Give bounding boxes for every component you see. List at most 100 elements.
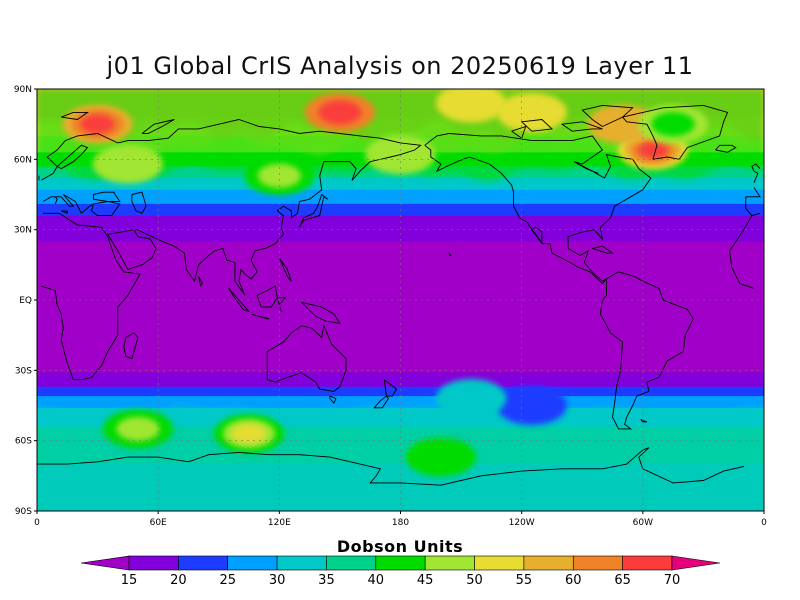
- colorbar-tick-label: 70: [664, 573, 681, 588]
- colorbar-tick-label: 35: [318, 573, 335, 588]
- field-band: [37, 260, 764, 264]
- coastline: [107, 229, 157, 271]
- field-band: [37, 222, 764, 226]
- colorbar-tick-label: 45: [417, 573, 434, 588]
- colorbar-tick-label: 30: [269, 573, 286, 588]
- coastline: [250, 313, 270, 320]
- x-tick-label: 60E: [150, 518, 167, 528]
- feature-contour: [496, 386, 567, 425]
- colorbar-swatches: [80, 555, 721, 571]
- y-tick-label: 90N: [14, 85, 32, 95]
- feature-contour: [405, 437, 476, 477]
- field-band: [37, 192, 764, 196]
- coastline: [38, 163, 761, 183]
- field-band: [37, 342, 764, 346]
- field-band: [37, 276, 764, 280]
- x-tick-label: 120W: [509, 518, 535, 528]
- colorbar-swatch: [227, 555, 278, 571]
- feature-contour: [80, 114, 115, 134]
- colorbar-swatch: [375, 555, 426, 571]
- field-band: [37, 330, 764, 334]
- field-band: [37, 234, 764, 238]
- coastline: [123, 332, 139, 360]
- coastline: [40, 212, 755, 381]
- field-band: [37, 396, 764, 400]
- field-band: [37, 300, 764, 303]
- field-band: [37, 229, 764, 233]
- colorbar-labels: 15 20 25 30 35 40 45 50 55 60 65 70: [121, 573, 681, 588]
- field-band: [37, 253, 764, 257]
- field-band: [37, 384, 764, 388]
- feature-contour: [587, 104, 658, 144]
- coastline: [228, 288, 250, 313]
- colorbar-tick-label: 40: [368, 573, 385, 588]
- field-band: [37, 187, 764, 191]
- y-tick-label: 30N: [14, 226, 32, 236]
- coastline: [511, 125, 527, 139]
- lat-lon-grid: [37, 89, 764, 511]
- field-band: [37, 325, 764, 329]
- field-band: [37, 405, 764, 409]
- coastline: [373, 395, 389, 409]
- field-band: [37, 224, 764, 228]
- ozone-features: [62, 89, 709, 477]
- field-band: [37, 264, 764, 268]
- field-band: [37, 199, 764, 203]
- field-band: [37, 309, 764, 313]
- coastline: [573, 161, 599, 174]
- colorbar: Dobson Units 15 20 25 30 35 40 45 50 55 60 65 70: [80, 537, 721, 588]
- x-tick-label: 180: [392, 518, 409, 528]
- field-band: [37, 403, 764, 407]
- field-band: [37, 356, 764, 360]
- field-band: [37, 337, 764, 341]
- colorbar-tick-label: 65: [614, 573, 631, 588]
- colorbar-swatch: [326, 555, 377, 571]
- field-band: [37, 295, 764, 299]
- map-panel: 90N 60N 30N EQ 30S 60S 90S 0 60E 120E 180 120W 60W 0: [14, 85, 767, 528]
- coastline: [448, 252, 452, 256]
- colorbar-swatch: [424, 555, 475, 571]
- y-tick-label: 90S: [15, 507, 32, 517]
- field-band: [37, 372, 764, 376]
- field-band: [37, 248, 764, 252]
- field-band: [37, 194, 764, 198]
- field-band: [37, 267, 764, 271]
- colorbar-tick-label: 60: [565, 573, 582, 588]
- field-band: [37, 210, 764, 214]
- field-band: [37, 321, 764, 325]
- feature-contour: [638, 141, 668, 159]
- feature-contour: [651, 112, 695, 137]
- colorbar-swatch: [178, 555, 229, 571]
- coastline: [299, 193, 329, 228]
- x-tick-label: 120E: [268, 518, 291, 528]
- x-tick-label: 0: [34, 518, 40, 528]
- field-band: [37, 206, 764, 210]
- field-band: [37, 217, 764, 221]
- coastline: [531, 226, 543, 244]
- field-band: [37, 349, 764, 353]
- field-band: [37, 332, 764, 336]
- field-band: [37, 271, 764, 275]
- field-band: [37, 360, 764, 364]
- field-band: [37, 215, 764, 219]
- field-band: [37, 288, 764, 292]
- feature-contour: [436, 378, 507, 418]
- coastline: [198, 276, 204, 287]
- field-band: [37, 318, 764, 322]
- coastline: [56, 144, 89, 170]
- coastline: [640, 419, 648, 423]
- feature-contour: [92, 144, 163, 184]
- colorbar-tick-label: 25: [219, 573, 236, 588]
- field-band: [37, 246, 764, 250]
- field-band: [37, 307, 764, 310]
- field-band: [37, 255, 764, 259]
- colorbar-min-triangle: [80, 555, 130, 571]
- coastline: [560, 121, 603, 132]
- coastline: [329, 395, 337, 405]
- field-band: [37, 182, 764, 186]
- coastline: [61, 111, 89, 120]
- field-band: [37, 365, 764, 369]
- coastline: [266, 324, 347, 392]
- coastline: [37, 447, 744, 486]
